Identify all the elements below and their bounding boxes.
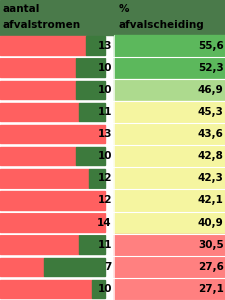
Bar [114, 256, 225, 278]
Bar [0, 125, 105, 143]
Text: 40,9: 40,9 [197, 218, 223, 228]
Bar [0, 147, 75, 165]
Text: 27,1: 27,1 [197, 284, 223, 294]
Text: 10: 10 [97, 284, 111, 294]
Bar [75, 58, 105, 77]
Text: 14: 14 [97, 218, 111, 228]
Bar [75, 80, 105, 99]
Text: 55,6: 55,6 [197, 40, 223, 51]
Bar [79, 236, 105, 254]
Text: 11: 11 [97, 240, 111, 250]
Bar [114, 278, 225, 300]
Text: 13: 13 [97, 40, 111, 51]
Text: 52,3: 52,3 [197, 63, 223, 73]
Text: 10: 10 [97, 151, 111, 161]
Text: 11: 11 [97, 107, 111, 117]
Bar [114, 0, 225, 34]
Bar [0, 236, 79, 254]
Text: 10: 10 [97, 63, 111, 73]
Text: 13: 13 [97, 129, 111, 139]
Bar [0, 280, 92, 298]
Bar [114, 57, 225, 79]
Bar [0, 169, 89, 188]
Bar [114, 79, 225, 101]
Text: afvalstromen: afvalstromen [2, 20, 80, 30]
Bar [89, 169, 105, 188]
Text: 43,6: 43,6 [197, 129, 223, 139]
Text: 45,3: 45,3 [197, 107, 223, 117]
Bar [0, 213, 105, 232]
Bar [0, 191, 105, 210]
Text: 12: 12 [97, 173, 111, 183]
Text: 46,9: 46,9 [197, 85, 223, 95]
Text: 27,6: 27,6 [197, 262, 223, 272]
Bar [0, 80, 75, 99]
Bar [0, 103, 79, 121]
Text: 42,8: 42,8 [197, 151, 223, 161]
Text: 30,5: 30,5 [197, 240, 223, 250]
Bar [44, 257, 105, 276]
Text: 7: 7 [104, 262, 111, 272]
Text: aantal: aantal [2, 4, 39, 14]
Bar [79, 103, 105, 121]
Bar [114, 212, 225, 234]
Bar [0, 58, 75, 77]
Text: 42,3: 42,3 [197, 173, 223, 183]
Bar [114, 101, 225, 123]
Text: 42,1: 42,1 [197, 195, 223, 206]
Bar [114, 234, 225, 256]
Bar [75, 147, 105, 165]
Bar [114, 34, 225, 57]
Bar [86, 36, 105, 55]
Bar [0, 257, 44, 276]
Bar [114, 123, 225, 145]
Bar [0, 36, 86, 55]
Bar [114, 167, 225, 189]
Bar [114, 189, 225, 212]
Bar [114, 145, 225, 167]
Text: 12: 12 [97, 195, 111, 206]
Text: afvalscheiding: afvalscheiding [118, 20, 203, 30]
Bar [0, 0, 114, 34]
Bar [92, 280, 105, 298]
Text: 10: 10 [97, 85, 111, 95]
Text: %: % [118, 4, 128, 14]
